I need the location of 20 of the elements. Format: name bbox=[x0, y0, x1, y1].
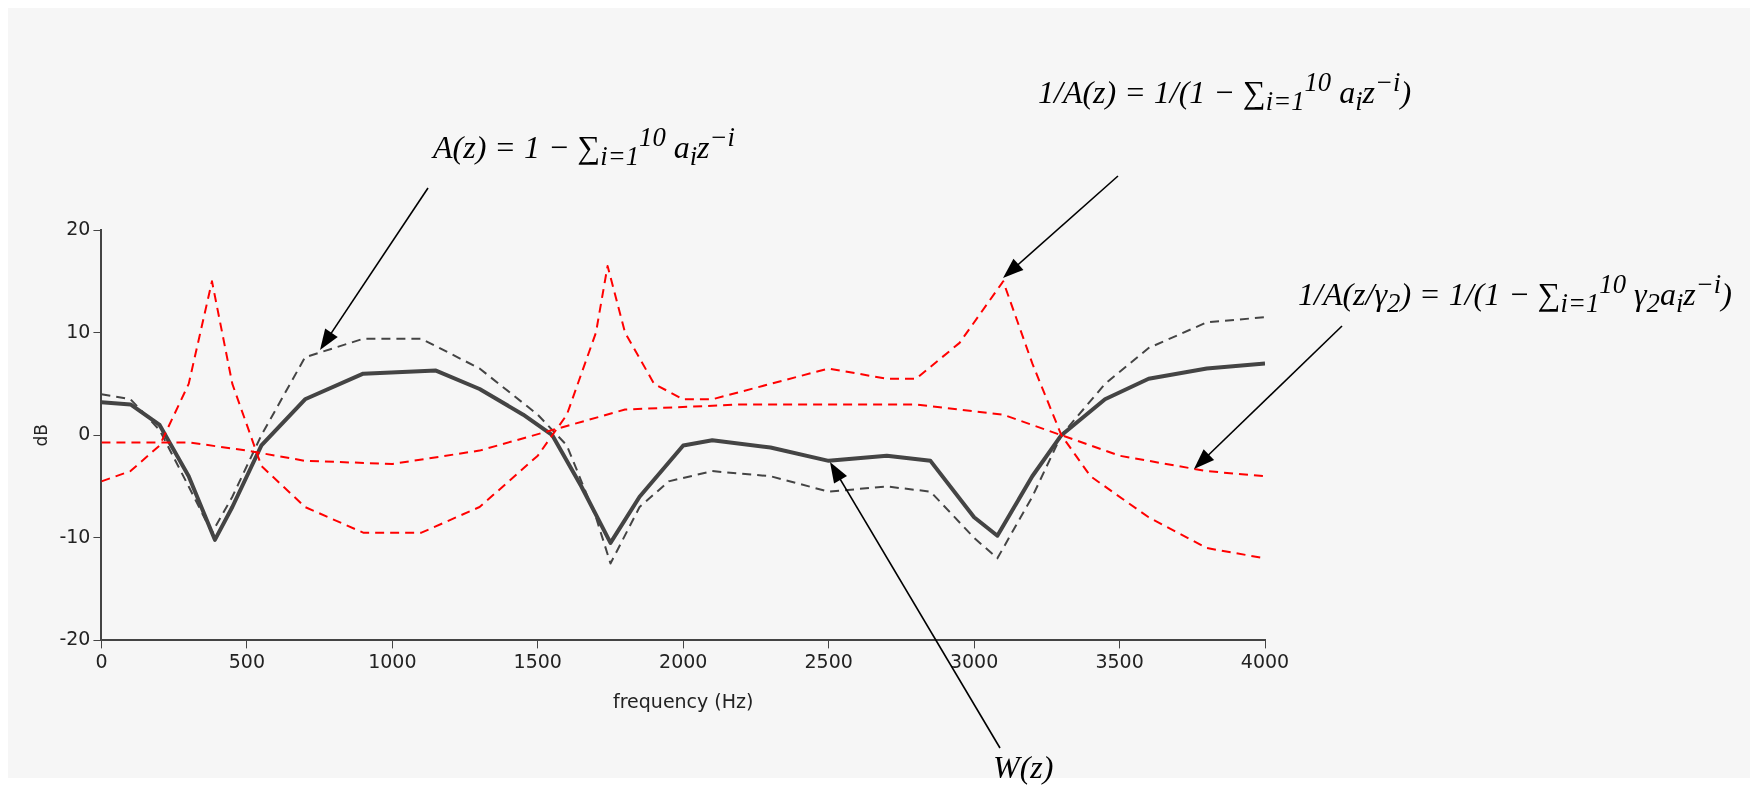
y-tick-label: 20 bbox=[66, 216, 91, 239]
text: 1/A(z) = 1/(1 − ∑$_{i=1}$$^{10}$ a$_{i}$z$^{−i}$) bbox=[1038, 67, 1412, 117]
x-tick-label: 1000 bbox=[368, 649, 417, 672]
y-tick-label: 0 bbox=[78, 422, 91, 445]
x-axis-title: frequency (Hz) bbox=[613, 689, 754, 712]
y-tick-label: -10 bbox=[59, 524, 91, 547]
x-tick-label: 3500 bbox=[1095, 649, 1144, 672]
x-tick-label: 0 bbox=[95, 649, 108, 672]
x-tick-label: 3000 bbox=[949, 649, 999, 672]
y-tick-label: -20 bbox=[59, 627, 91, 650]
x-tick-label: 4000 bbox=[1240, 649, 1290, 672]
y-tick-label: 10 bbox=[66, 319, 91, 342]
x-tick-label: 2000 bbox=[659, 649, 708, 672]
y-axis-title: dB bbox=[30, 423, 51, 447]
text: W(z) bbox=[993, 749, 1054, 786]
text: A(z) = 1 − ∑$_{i=1}$$^{10}$ a$_{i}$z$^{−i}$ bbox=[433, 122, 735, 172]
x-tick-label: 1500 bbox=[513, 649, 562, 672]
text: 1/A(z/γ$_{2}$) = 1/(1 − ∑$_{i=1}$$^{10}$ γ$_{2}$a$_{i}$z$^{−i}$) bbox=[1298, 269, 1732, 319]
x-tick-label: 2500 bbox=[804, 649, 853, 672]
x-tick-label: 500 bbox=[228, 649, 266, 672]
